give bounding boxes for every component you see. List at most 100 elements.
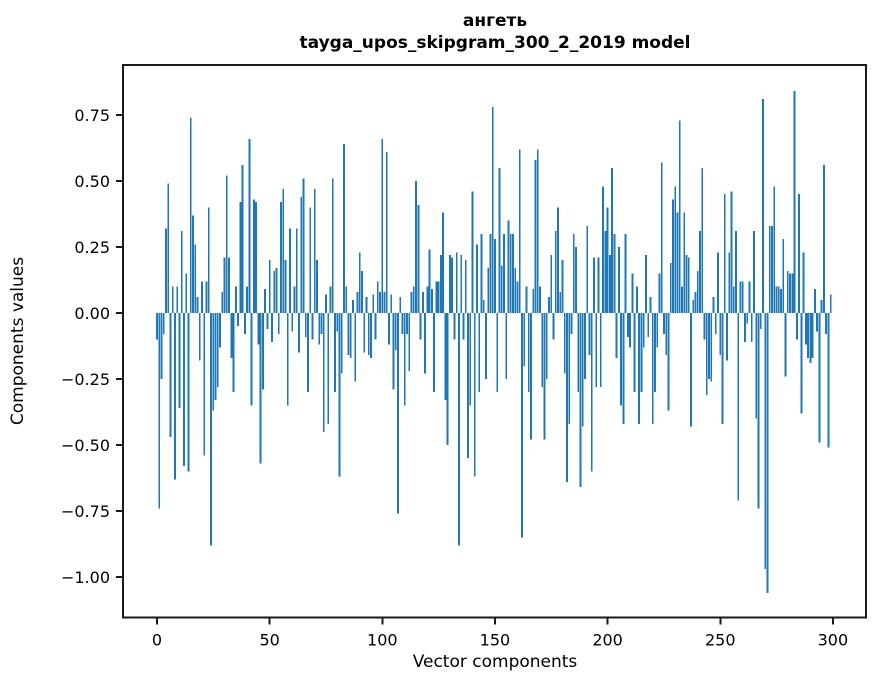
bar	[192, 215, 194, 313]
bar	[717, 252, 719, 313]
bar	[399, 297, 402, 313]
bar	[446, 313, 449, 445]
bar	[158, 313, 161, 509]
bar	[656, 313, 659, 348]
bar	[690, 313, 692, 427]
x-tick-label: 50	[259, 631, 279, 650]
bar	[160, 313, 163, 379]
bar	[397, 313, 399, 514]
bar	[241, 165, 244, 313]
bar	[568, 313, 571, 424]
bar	[343, 144, 345, 313]
bar	[286, 313, 289, 406]
bar	[458, 313, 460, 546]
bar	[390, 294, 393, 313]
bar	[426, 286, 429, 313]
bar	[313, 188, 316, 313]
bar	[358, 252, 361, 313]
bar	[223, 257, 226, 313]
bar	[744, 313, 746, 343]
bar	[489, 233, 492, 313]
bar	[237, 313, 240, 327]
bar	[766, 313, 769, 593]
bar	[667, 313, 670, 411]
bar	[280, 202, 282, 313]
bar	[771, 225, 773, 313]
bar	[674, 186, 677, 313]
bar	[642, 313, 645, 348]
bar	[349, 313, 352, 358]
bar	[773, 186, 776, 313]
bar	[273, 270, 276, 313]
bar	[764, 313, 767, 570]
bar	[383, 291, 386, 313]
bar	[374, 313, 377, 340]
bar	[660, 162, 663, 313]
bar	[388, 313, 390, 345]
bar	[570, 313, 573, 335]
x-tick-label: 0	[152, 631, 162, 650]
bar	[271, 313, 273, 343]
bar	[187, 313, 190, 472]
bar	[683, 212, 686, 313]
y-axis-label: Components values	[8, 256, 28, 426]
bar	[649, 297, 652, 313]
bar	[228, 257, 230, 313]
bar	[392, 313, 395, 390]
bar	[214, 313, 217, 401]
bar	[757, 313, 760, 509]
bar	[385, 151, 388, 313]
bar	[496, 313, 499, 393]
bar	[401, 313, 404, 335]
bar	[669, 262, 672, 313]
bar	[361, 270, 363, 313]
bar	[194, 244, 197, 313]
bar	[354, 313, 357, 382]
y-tick-label: 0.25	[74, 238, 110, 257]
bar	[606, 207, 609, 313]
bar	[811, 313, 814, 358]
x-tick-label: 250	[705, 631, 736, 650]
bar	[219, 313, 221, 348]
bar	[534, 159, 537, 313]
bar	[816, 313, 819, 332]
bar	[802, 252, 805, 313]
bar	[663, 313, 665, 335]
bar	[629, 313, 632, 348]
bar	[611, 167, 614, 313]
bar	[320, 313, 323, 335]
bar	[482, 299, 485, 313]
bar	[712, 297, 715, 313]
bar	[439, 254, 442, 313]
bar	[559, 291, 562, 313]
bar	[579, 313, 582, 488]
bar	[791, 273, 794, 313]
bar	[681, 286, 683, 313]
bar	[784, 313, 787, 377]
bar	[201, 281, 203, 313]
bar	[435, 281, 438, 313]
bar	[550, 254, 553, 313]
bar	[185, 273, 188, 313]
bar	[421, 291, 424, 313]
bar	[428, 249, 431, 313]
bar	[741, 281, 744, 313]
bar	[259, 313, 262, 464]
bar	[345, 286, 348, 313]
bar	[613, 233, 616, 313]
bar	[162, 313, 165, 335]
bar	[230, 313, 233, 358]
bar	[442, 212, 445, 313]
bar	[500, 265, 503, 313]
bar	[561, 260, 564, 313]
bar	[232, 313, 235, 393]
bar	[480, 233, 483, 313]
bar	[156, 313, 158, 340]
bar	[527, 313, 530, 393]
bar	[266, 313, 269, 329]
bar	[363, 313, 366, 353]
bar	[329, 286, 332, 313]
bar	[216, 313, 219, 387]
bar	[309, 207, 312, 313]
